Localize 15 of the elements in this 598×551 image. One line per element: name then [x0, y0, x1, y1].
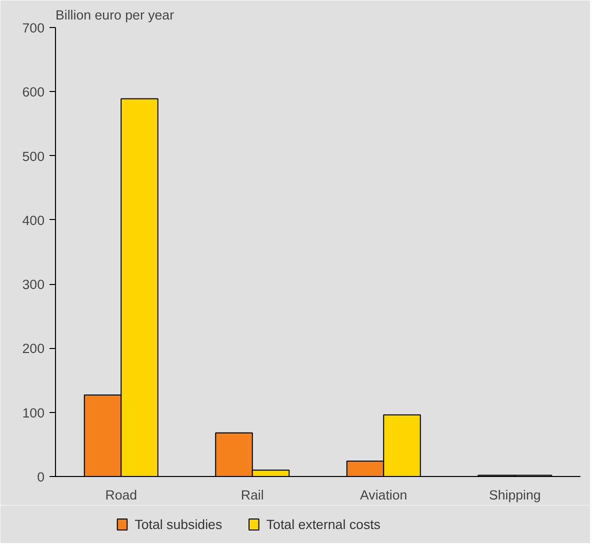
x-tick-label: Aviation	[360, 488, 408, 502]
x-tick-label: Rail	[240, 488, 264, 502]
y-tick-label: 600	[22, 84, 45, 100]
y-tick-label: 0	[37, 470, 45, 484]
y-axis-title: Billion euro per year	[56, 8, 175, 22]
legend-label: Total subsidies	[134, 517, 222, 532]
y-tick-label: 500	[22, 148, 45, 164]
legend-label: Total external costs	[266, 517, 381, 532]
y-tick-label: 100	[22, 405, 45, 420]
y-tick-label: 400	[22, 212, 45, 228]
x-tick-label: Shipping	[488, 488, 541, 502]
x-tick-label: Road	[105, 488, 138, 502]
y-tick-label: 300	[22, 277, 45, 292]
y-tick-label: 200	[22, 341, 45, 356]
y-tick-label: 700	[22, 20, 45, 36]
